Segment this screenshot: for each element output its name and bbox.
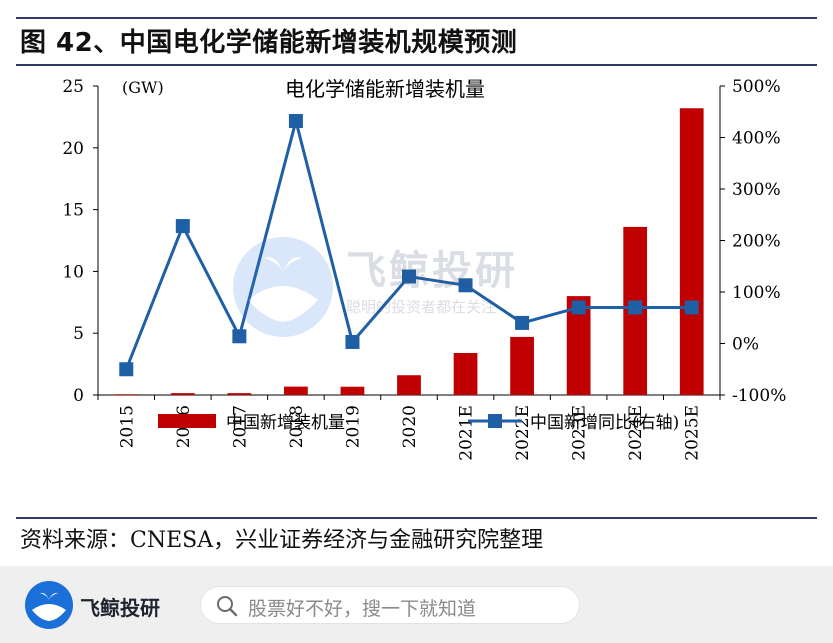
x-tick-label: 2023E	[570, 405, 590, 461]
source-note: 资料来源：CNESA，兴业证券经济与金融研究院整理	[20, 528, 544, 553]
search-icon	[217, 596, 238, 617]
line-point	[684, 300, 699, 315]
bar	[566, 296, 591, 395]
line-point	[402, 269, 416, 284]
x-tick-label: 2018	[287, 405, 307, 448]
search-placeholder: 股票好不好，搜一下就知道	[248, 598, 477, 620]
title-underline	[16, 64, 817, 66]
y-tick-label-left: 15	[62, 201, 84, 221]
x-tick-label: 2022E	[513, 405, 533, 461]
legend-swatch-bars	[158, 414, 216, 428]
y-tick-label-right: 0%	[732, 335, 759, 355]
y-tick-label-right: 400%	[732, 129, 781, 149]
app-bottom-bar: 飞鲸投研 股票好不好，搜一下就知道	[0, 566, 833, 643]
brand-name[interactable]: 飞鲸投研	[80, 596, 160, 620]
y-tick-label-left: 10	[62, 262, 84, 282]
line-point	[288, 114, 303, 129]
x-tick-label: 2019	[343, 405, 363, 448]
bar	[679, 108, 704, 396]
y-tick-label-right: 300%	[732, 180, 781, 200]
line-point	[571, 300, 586, 315]
x-tick-label: 2025E	[683, 405, 703, 461]
top-rule	[16, 17, 817, 19]
line-point	[628, 300, 643, 315]
y-tick-label-left: 20	[62, 139, 84, 159]
y-tick-label-left: 5	[73, 324, 84, 344]
x-tick-label: 2024E	[626, 405, 646, 461]
line-point	[232, 329, 247, 344]
line-point	[175, 219, 190, 234]
line-point	[458, 278, 473, 293]
bar	[227, 393, 252, 395]
y-tick-label-left: 0	[73, 386, 84, 406]
y-tick-label-right: 500%	[732, 77, 781, 97]
search-input[interactable]: 股票好不好，搜一下就知道	[200, 586, 580, 624]
legend-label-bars: 中国新增装机量	[226, 413, 345, 433]
bar	[340, 386, 365, 395]
line-series	[124, 119, 692, 370]
y-axis-unit-label: (GW)	[122, 78, 164, 97]
y-tick-label-right: -100%	[732, 386, 786, 406]
line-point	[515, 315, 530, 330]
x-tick-label: 2017	[230, 405, 250, 448]
bar	[170, 393, 195, 395]
legend-label-line: 中国新增同比(右轴)	[530, 413, 679, 433]
line-point	[119, 362, 134, 377]
whale-logo-icon[interactable]	[24, 580, 74, 630]
bar	[397, 375, 421, 395]
chart: 0 5 10 15 20 25 -100% 0% 100% 200% 300% 400% 500% 201…	[62, 77, 786, 461]
x-tick-label: 2020	[400, 405, 420, 448]
bar	[510, 336, 534, 395]
line-point	[345, 334, 360, 349]
x-tick-label: 2015	[117, 405, 137, 448]
bar	[453, 352, 478, 395]
bar	[114, 394, 139, 396]
chart-title: 电化学储能新增装机量	[285, 77, 485, 101]
y-tick-label-right: 200%	[732, 232, 781, 252]
x-tick-label: 2021E	[457, 405, 477, 461]
bottom-rule	[16, 517, 817, 519]
bar	[284, 386, 308, 395]
y-tick-label-right: 100%	[732, 283, 781, 303]
y-tick-label-left: 25	[62, 77, 84, 97]
figure-title: 图 42、中国电化学储能新增装机规模预测	[20, 28, 518, 58]
legend-marker-line	[488, 414, 502, 428]
